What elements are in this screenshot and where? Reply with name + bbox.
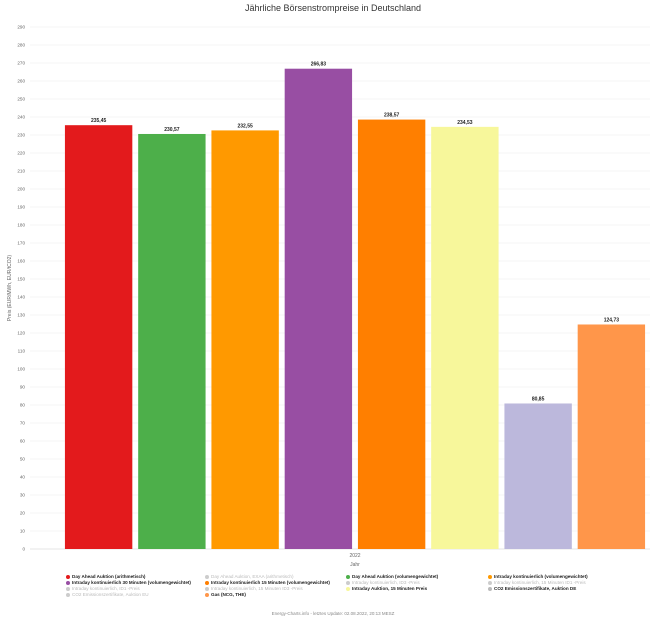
legend-marker-icon	[66, 574, 70, 579]
y-tick-label: 80	[20, 403, 26, 408]
legend-item[interactable]: Intraday kontinuierlich, ID1 -Preis	[66, 586, 140, 592]
legend-item[interactable]: Intraday kontinuierlich 30 Minuten (volu…	[66, 580, 191, 586]
data-label: 234,53	[457, 120, 473, 126]
legend-item[interactable]: Intraday kontinuierlich, 15 Minuten ID3 …	[205, 586, 303, 592]
legend-label: Intraday kontinuierlich 15 Minuten (volu…	[211, 580, 330, 585]
y-tick-label: 50	[20, 457, 26, 462]
legend-label: Gas (NCG, THE)	[211, 592, 246, 597]
y-tick-label: 110	[18, 349, 26, 354]
y-tick-label: 150	[17, 277, 25, 282]
legend-marker-icon	[205, 574, 209, 579]
y-tick-label: 160	[17, 259, 25, 264]
bar[interactable]	[138, 133, 206, 549]
legend-label: Day Ahead Auktion, EXAA (arithmetisch)	[211, 574, 294, 579]
y-axis-title: Preis (EUR/MWh, EUR/tCO2)	[7, 255, 13, 321]
legend-item[interactable]: Gas (NCG, THE)	[205, 592, 246, 598]
data-label: 124,73	[604, 317, 620, 323]
y-tick-label: 120	[17, 331, 25, 336]
bar[interactable]	[431, 126, 499, 549]
y-tick-label: 100	[17, 367, 25, 372]
y-tick-label: 90	[20, 385, 26, 390]
y-tick-label: 260	[17, 79, 25, 84]
legend-label: Intraday kontinuierlich 30 Minuten (volu…	[72, 580, 191, 585]
y-axis-ticks: 0 10 20 30 40 50 60 70 80 90 100 110 120 130 140 150 160…	[17, 25, 25, 552]
y-tick-label: 40	[20, 475, 26, 480]
legend-item[interactable]: Intraday kontinuierlich (volumengewichte…	[488, 574, 588, 580]
legend-label: Day Ahead Auktion (arithmetisch)	[72, 574, 146, 579]
legend-label: CO2 Emissionszertifikate, Auktion EU	[72, 592, 149, 597]
legend-item[interactable]: Intraday kontinuierlich, 15 Minuten ID1 …	[488, 580, 586, 586]
y-tick-label: 280	[17, 43, 25, 48]
legend-label: Intraday kontinuierlich, ID1 -Preis	[72, 586, 140, 591]
legend-label: Intraday Auktion, 15 Minuten Preis	[352, 586, 428, 591]
bar[interactable]	[577, 324, 646, 549]
legend-marker-icon	[346, 574, 350, 579]
legend-item[interactable]: Intraday Auktion, 15 Minuten Preis	[346, 586, 427, 592]
legend-marker-icon	[66, 592, 70, 597]
bars	[64, 68, 646, 550]
legend-item[interactable]: Intraday kontinuierlich 15 Minuten (volu…	[205, 580, 330, 586]
y-tick-label: 230	[17, 133, 25, 138]
data-label: 235,45	[91, 118, 107, 124]
legend-marker-icon	[205, 580, 209, 585]
legend-marker-icon	[205, 592, 209, 597]
legend-label: Intraday kontinuierlich, ID3 -Preis	[352, 580, 420, 585]
bar[interactable]	[64, 125, 133, 549]
legend-item[interactable]: Day Ahead Auktion (arithmetisch)	[66, 574, 145, 580]
legend-label: Day Ahead Auktion (volumengewichtet)	[352, 574, 439, 579]
y-tick-label: 290	[17, 25, 25, 30]
bar[interactable]	[211, 130, 279, 549]
legend-marker-icon	[488, 586, 492, 591]
data-label: 230,57	[164, 127, 180, 133]
legend-marker-icon	[205, 586, 209, 591]
legend-marker-icon	[346, 586, 350, 591]
legend-label: Intraday kontinuierlich, 15 Minuten ID3 …	[211, 586, 303, 591]
y-tick-label: 30	[20, 493, 26, 498]
data-label: 80,85	[532, 396, 545, 402]
data-label: 232,55	[237, 123, 253, 129]
bar[interactable]	[284, 68, 353, 550]
legend-item[interactable]: Day Ahead Auktion, EXAA (arithmetisch)	[205, 574, 293, 580]
legend-label: Intraday kontinuierlich (volumengewichte…	[494, 574, 588, 579]
y-tick-label: 200	[17, 187, 25, 192]
bar-chart: 0 10 20 30 40 50 60 70 80 90 100 110 120 130 140 150 160…	[7, 25, 650, 568]
y-tick-label: 60	[20, 439, 26, 444]
legend-marker-icon	[66, 580, 70, 585]
y-tick-label: 270	[17, 61, 25, 66]
y-tick-label: 0	[22, 547, 25, 552]
x-axis-title: Jahr	[350, 562, 360, 568]
legend-item[interactable]: CO2 Emissionszertifikate, Auktion DE	[488, 586, 576, 592]
y-tick-label: 240	[17, 115, 25, 120]
y-tick-label: 220	[17, 151, 25, 156]
legend-item[interactable]: CO2 Emissionszertifikate, Auktion EU	[66, 592, 149, 598]
y-tick-label: 130	[17, 313, 25, 318]
legend-label: Intraday kontinuierlich, 15 Minuten ID1 …	[494, 580, 586, 585]
y-tick-label: 70	[20, 421, 26, 426]
data-label: 266,83	[311, 62, 327, 68]
legend-label: CO2 Emissionszertifikate, Auktion DE	[494, 586, 577, 591]
legend-item[interactable]: Day Ahead Auktion (volumengewichtet)	[346, 574, 438, 580]
y-tick-label: 20	[20, 511, 26, 516]
chart-title: Jährliche Börsenstrompreise in Deutschla…	[244, 3, 422, 13]
y-tick-label: 210	[17, 169, 25, 174]
y-tick-label: 250	[17, 97, 25, 102]
y-tick-label: 140	[17, 295, 25, 300]
x-tick-label: 2022	[349, 553, 360, 559]
legend-marker-icon	[346, 580, 350, 585]
data-labels: 235,45 230,57 232,55 266,83 238,57 234,53 80,8…	[91, 62, 619, 403]
bar[interactable]	[504, 403, 572, 549]
bar[interactable]	[357, 119, 426, 549]
y-tick-label: 170	[17, 241, 25, 246]
legend-marker-icon	[66, 586, 70, 591]
legend-item[interactable]: Intraday kontinuierlich, ID3 -Preis	[346, 580, 420, 586]
y-tick-label: 190	[17, 205, 25, 210]
data-label: 238,57	[384, 113, 400, 119]
legend-marker-icon	[488, 574, 492, 579]
footer: Energy-Charts.info - letztes Update: 02.…	[271, 611, 395, 616]
y-tick-label: 180	[17, 223, 25, 228]
y-tick-label: 10	[20, 529, 26, 534]
legend-marker-icon	[488, 580, 492, 585]
